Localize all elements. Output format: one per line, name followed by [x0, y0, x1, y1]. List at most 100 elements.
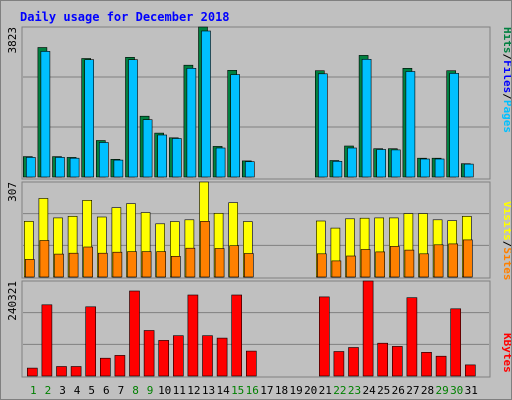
x-tick-label: 28: [421, 384, 434, 397]
x-tick-label: 13: [202, 384, 215, 397]
kbytes-kbytes-bar: [187, 294, 199, 377]
hits-files-bar: [157, 134, 167, 178]
hits-files-bar: [69, 157, 80, 178]
kbytes-kbytes-bar: [318, 296, 330, 377]
hits-max-label: 3823: [6, 27, 19, 54]
visits-sites-bar: [346, 255, 356, 278]
hits-files-bar: [390, 149, 401, 178]
visits-sites-bar: [360, 249, 371, 278]
x-tick-label: 15: [231, 384, 244, 397]
x-tick-label: 29: [435, 384, 448, 397]
hits-files-bar: [420, 158, 430, 178]
kbytes-kbytes-bar: [143, 330, 155, 377]
hits-files-bar: [317, 73, 328, 178]
x-tick-label: 2: [45, 384, 52, 397]
kbytes-kbytes-bar: [70, 366, 82, 377]
kbytes-kbytes-bar: [231, 294, 242, 377]
kbytes-kbytes-bar: [158, 340, 169, 377]
visits-sites-bar: [433, 244, 444, 278]
kbytes-kbytes-bar: [435, 355, 447, 377]
visits-sites-bar: [127, 251, 137, 278]
visits-legend-visits: Visits: [501, 201, 511, 241]
hits-files-bar: [40, 51, 51, 178]
kbytes-kbytes-bar: [450, 308, 462, 377]
x-tick-label: 5: [88, 384, 95, 397]
visits-sites-bar: [112, 251, 123, 278]
x-tick-label: 18: [275, 384, 288, 397]
x-tick-label: 25: [377, 384, 390, 397]
hits-files-bar: [142, 119, 153, 178]
hits-files-bar: [332, 161, 343, 178]
x-tick-label: 27: [406, 384, 419, 397]
hits-files-bar: [434, 158, 445, 178]
bars-group: [22, 26, 476, 377]
kbytes-kbytes-bar: [406, 297, 418, 377]
x-tick-label: 11: [173, 384, 186, 397]
hits-files-bar: [99, 142, 109, 178]
visits-sites-bar: [185, 247, 196, 278]
x-tick-label: 20: [304, 384, 317, 397]
hits-legend-pages: Pages: [501, 100, 511, 133]
x-tick-label: 21: [319, 384, 332, 397]
hits-legend-sep1: /: [501, 54, 511, 61]
visits-sites-bar: [448, 243, 459, 278]
x-tick-label: 31: [465, 384, 478, 397]
visits-sites-bar: [229, 245, 239, 278]
kbytes-kbytes-bar: [421, 351, 432, 377]
x-tick-label: 22: [333, 384, 346, 397]
hits-files-bar: [201, 30, 211, 178]
x-tick-label: 12: [187, 384, 200, 397]
hits-files-bar: [347, 147, 357, 178]
visits-legend: Visits/Sites: [501, 201, 511, 281]
visits-sites-bar: [389, 246, 400, 278]
hits-files-bar: [84, 59, 94, 178]
visits-sites-bar: [98, 252, 108, 278]
kbytes-kbytes-bar: [41, 304, 53, 377]
kbytes-kbytes-bar: [348, 347, 359, 377]
kbytes-kbytes-bar: [100, 357, 111, 377]
x-tick-label: 4: [74, 384, 81, 397]
visits-sites-bar: [68, 252, 79, 278]
visits-sites-bar: [156, 251, 166, 278]
hits-files-bar: [55, 157, 65, 178]
kbytes-kbytes-bar: [216, 337, 228, 377]
visits-sites-bar: [171, 256, 181, 278]
hits-files-bar: [186, 68, 197, 178]
x-tick-label: 6: [103, 384, 110, 397]
x-tick-label: 23: [348, 384, 361, 397]
visits-legend-sites: Sites: [501, 247, 511, 280]
kbytes-kbytes-bar: [333, 351, 345, 377]
x-tick-label: 17: [260, 384, 273, 397]
visits-max-label: 307: [6, 182, 19, 202]
visits-sites-bar: [141, 251, 152, 278]
x-axis-labels: 1 2 3 4 5 6 7 8 9 10 11 12 13 14 15 16 17 18 19 20 21 22 23 24 2…: [30, 384, 478, 397]
hits-legend-hits: Hits: [501, 27, 511, 54]
x-tick-label: 7: [118, 384, 125, 397]
hits-legend: Hits/Files/Pages: [501, 27, 511, 133]
hits-files-bar: [361, 58, 372, 178]
kbytes-kbytes-bar: [56, 366, 67, 377]
hits-files-bar: [128, 59, 138, 178]
kbytes-kbytes-bar: [202, 335, 213, 377]
visits-sites-bar: [39, 240, 50, 278]
x-tick-label: 24: [362, 384, 376, 397]
visits-sites-bar: [331, 260, 342, 278]
kbytes-kbytes-bar: [114, 355, 126, 377]
x-tick-label: 1: [30, 384, 37, 397]
x-tick-label: 30: [450, 384, 463, 397]
x-tick-label: 3: [59, 384, 66, 397]
hits-files-bar: [449, 73, 460, 178]
hits-files-bar: [405, 71, 416, 178]
hits-files-bar: [376, 149, 387, 178]
kbytes-kbytes-bar: [362, 280, 374, 377]
kbytes-kbytes-bar: [464, 364, 476, 377]
x-tick-label: 9: [147, 384, 154, 397]
visits-sites-bar: [54, 253, 64, 278]
hits-files-bar: [230, 74, 240, 178]
kbytes-kbytes-bar: [129, 290, 140, 377]
hits-files-bar: [172, 138, 182, 178]
visits-sites-bar: [214, 248, 225, 278]
x-tick-label: 16: [246, 384, 259, 397]
visits-legend-sep: /: [501, 241, 511, 248]
